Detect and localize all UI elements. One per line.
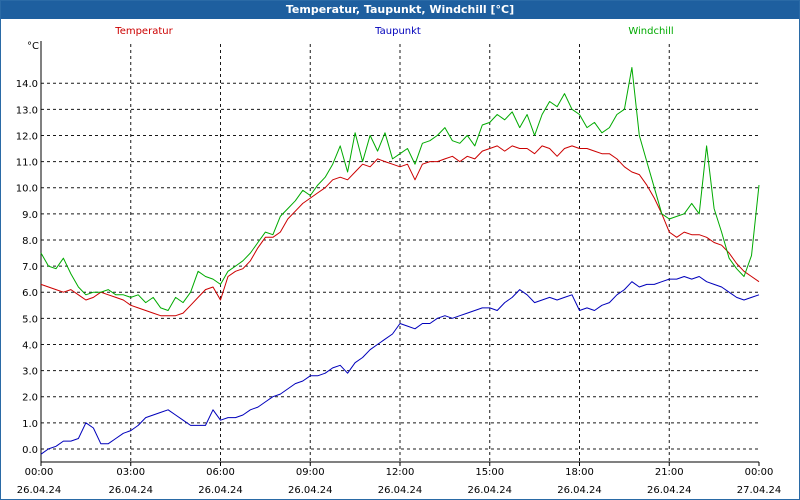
y-axis-label: °C (27, 41, 39, 52)
y-tick-label: 9.0 (22, 210, 38, 221)
window-title: Temperatur, Taupunkt, Windchill [°C] (1, 1, 799, 19)
x-tick-time: 15:00 (475, 467, 504, 478)
x-tick-date: 26.04.24 (378, 485, 423, 496)
y-tick-label: 2.0 (22, 393, 38, 404)
x-tick-time: 00:00 (745, 467, 774, 478)
plot-background (1, 19, 799, 499)
y-tick-label: 10.0 (16, 184, 38, 195)
y-tick-label: 4.0 (22, 340, 38, 351)
y-tick-label: 12.0 (16, 131, 38, 142)
legend-entry-windchill: Windchill (628, 26, 673, 37)
y-tick-label: 7.0 (22, 262, 38, 273)
y-tick-label: 0.0 (22, 445, 38, 456)
y-tick-label: 13.0 (16, 105, 38, 116)
y-tick-label: 6.0 (22, 288, 38, 299)
x-tick-time: 03:00 (116, 467, 145, 478)
legend-entry-taupunkt: Taupunkt (374, 26, 421, 37)
x-axis-ticks: 00:00 26.04.24 03:00 26.04.24 06:00 26.04.24 0… (17, 462, 782, 496)
grid-lines (41, 44, 759, 462)
legend-entry-temperatur: Temperatur (114, 26, 173, 37)
x-tick-time: 18:00 (565, 467, 594, 478)
x-tick-time: 09:00 (296, 467, 325, 478)
x-tick-time: 21:00 (655, 467, 684, 478)
x-tick-time: 00:00 (25, 467, 54, 478)
chart-area: 0.0 1.0 2.0 3.0 4.0 5.0 6.0 7.0 8.0 9.0 10.0 11.0 12… (1, 19, 799, 499)
x-tick-date: 26.04.24 (108, 485, 153, 496)
x-tick-date: 26.04.24 (557, 485, 602, 496)
x-tick-date: 26.04.24 (17, 485, 62, 496)
y-tick-label: 3.0 (22, 367, 38, 378)
series-line-windchill (40, 67, 760, 311)
x-tick-time: 06:00 (206, 467, 235, 478)
y-axis-ticks: 0.0 1.0 2.0 3.0 4.0 5.0 6.0 7.0 8.0 9.0 10.0 11.0 12… (16, 79, 38, 456)
series-line-temperatur (40, 145, 760, 317)
y-tick-label: 11.0 (16, 158, 38, 169)
x-tick-date: 26.04.24 (467, 485, 512, 496)
x-tick-time: 12:00 (386, 467, 415, 478)
y-tick-label: 5.0 (22, 314, 38, 325)
x-tick-date: 26.04.24 (288, 485, 333, 496)
x-tick-date: 26.04.24 (198, 485, 243, 496)
x-tick-date: 27.04.24 (737, 485, 782, 496)
y-tick-label: 14.0 (16, 79, 38, 90)
y-tick-label: 1.0 (22, 419, 38, 430)
series-lines (40, 67, 760, 455)
legend: Temperatur Taupunkt Windchill (114, 26, 673, 37)
series-line-taupunkt (40, 276, 760, 455)
x-tick-date: 26.04.24 (647, 485, 692, 496)
y-tick-label: 8.0 (22, 236, 38, 247)
